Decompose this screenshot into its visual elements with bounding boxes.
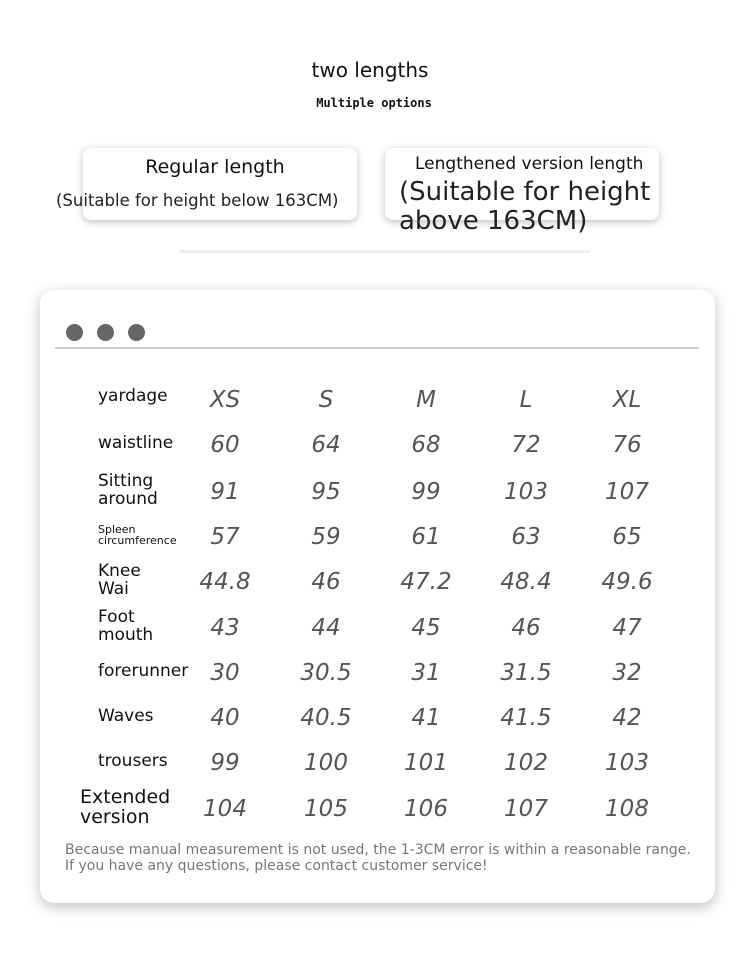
table-cell: 101 xyxy=(404,750,448,776)
table-cell: 59 xyxy=(311,524,341,550)
table-cell: 103 xyxy=(504,479,548,505)
table-cell: 60 xyxy=(210,432,240,458)
note-line-1: Because manual measurement is not used, … xyxy=(65,842,691,858)
table-cell: 68 xyxy=(411,432,441,458)
table-cell: 41.5 xyxy=(500,705,552,731)
table-cell: 43 xyxy=(210,615,240,641)
page-subtitle: Multiple options xyxy=(316,96,432,110)
table-cell: 30 xyxy=(210,660,240,686)
lengthened-length-title: Lengthened version length xyxy=(415,154,644,174)
measurement-note: Because manual measurement is not used, … xyxy=(65,842,691,874)
table-cell: 41 xyxy=(411,705,441,731)
table-cell: 47 xyxy=(612,615,642,641)
row-label: forerunner xyxy=(98,661,189,681)
table-cell: L xyxy=(519,387,533,413)
table-cell: 57 xyxy=(210,524,240,550)
table-cell: 46 xyxy=(511,615,541,641)
lengthened-length-card xyxy=(385,148,659,220)
table-cell: 46 xyxy=(311,569,341,595)
table-cell: 95 xyxy=(311,479,341,505)
row-label: Waves xyxy=(98,706,154,726)
table-cell: 49.6 xyxy=(601,569,653,595)
table-cell: 76 xyxy=(612,432,642,458)
row-label: Extended version xyxy=(80,786,171,828)
lengthened-length-subtitle: (Suitable for height above 163CM) xyxy=(399,177,651,236)
table-cell: 44.8 xyxy=(199,569,251,595)
table-cell: 99 xyxy=(411,479,441,505)
window-dot-icon xyxy=(66,324,83,341)
table-cell: 104 xyxy=(203,796,247,822)
table-cell: 108 xyxy=(605,796,649,822)
table-cell: 30.5 xyxy=(300,660,352,686)
row-label: trousers xyxy=(98,751,168,771)
table-cell: 42 xyxy=(612,705,642,731)
table-cell: 72 xyxy=(511,432,541,458)
table-cell: 32 xyxy=(612,660,642,686)
table-cell: 64 xyxy=(311,432,341,458)
table-cell: 102 xyxy=(504,750,548,776)
table-cell: XS xyxy=(209,387,241,413)
table-cell: 45 xyxy=(411,615,441,641)
table-cell: 31.5 xyxy=(500,660,552,686)
table-cell: 91 xyxy=(210,479,240,505)
table-cell: M xyxy=(416,387,436,413)
table-cell: 103 xyxy=(605,750,649,776)
row-label: Foot mouth xyxy=(98,607,154,645)
card-divider xyxy=(55,347,699,349)
window-dot-icon xyxy=(128,324,145,341)
divider xyxy=(180,250,590,253)
note-line-2: If you have any questions, please contac… xyxy=(65,858,488,874)
row-label: yardage xyxy=(98,386,168,406)
row-label: waistline xyxy=(98,433,174,453)
regular-length-title: Regular length xyxy=(145,156,285,178)
table-cell: 63 xyxy=(511,524,541,550)
table-cell: 44 xyxy=(311,615,341,641)
regular-length-subtitle: (Suitable for height below 163CM) xyxy=(56,191,339,210)
table-cell: 106 xyxy=(404,796,448,822)
row-label: Knee Wai xyxy=(98,561,141,599)
regular-length-card xyxy=(83,148,357,220)
table-cell: 107 xyxy=(605,479,649,505)
table-cell: S xyxy=(318,387,334,413)
table-cell: 40 xyxy=(210,705,240,731)
table-cell: 105 xyxy=(304,796,348,822)
table-cell: XL xyxy=(612,387,642,413)
table-cell: 48.4 xyxy=(500,569,552,595)
table-cell: 100 xyxy=(304,750,348,776)
table-cell: 31 xyxy=(411,660,441,686)
table-cell: 107 xyxy=(504,796,548,822)
size-chart-card xyxy=(40,290,715,903)
window-dot-icon xyxy=(97,324,114,341)
row-label: Sitting around xyxy=(98,471,158,509)
table-cell: 99 xyxy=(210,750,240,776)
row-label: Spleen circumference xyxy=(98,523,177,547)
table-cell: 47.2 xyxy=(400,569,452,595)
table-cell: 61 xyxy=(411,524,441,550)
table-cell: 40.5 xyxy=(300,705,352,731)
table-cell: 65 xyxy=(612,524,642,550)
page-title: two lengths xyxy=(311,58,429,82)
